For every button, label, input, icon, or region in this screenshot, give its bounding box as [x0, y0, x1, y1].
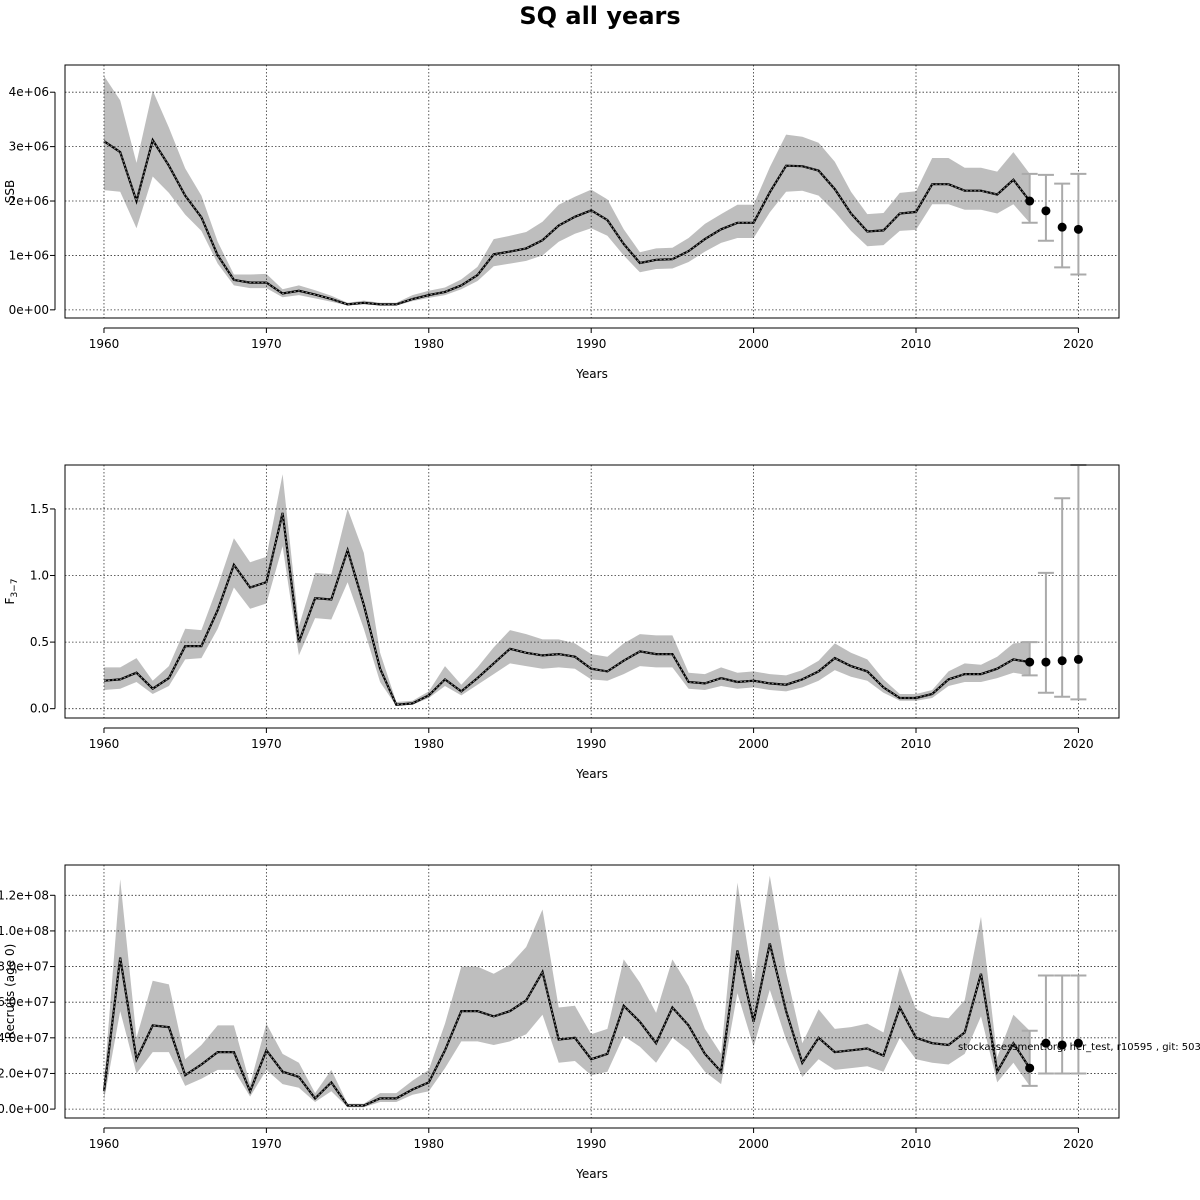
estimate-line-dotted	[103, 943, 1031, 1106]
x-tick-label: 1970	[251, 1137, 282, 1151]
y-tick-label: 1.0	[30, 569, 49, 583]
x-tick-label: 1970	[251, 737, 282, 751]
y-tick-label: 1e+06	[9, 248, 49, 262]
forecast-point	[1025, 196, 1035, 206]
x-axis-label: Years	[575, 767, 608, 781]
y-tick-label: 4.0e+07	[0, 1031, 49, 1045]
forecast-point	[1025, 1063, 1035, 1073]
estimate-line-dotted	[103, 138, 1031, 305]
x-tick-label: 1960	[89, 737, 120, 751]
x-tick-label: 1960	[89, 1137, 120, 1151]
forecast-point	[1057, 222, 1067, 232]
x-tick-label: 2010	[901, 737, 932, 751]
x-tick-label: 2000	[738, 1137, 769, 1151]
x-tick-label: 1970	[251, 337, 282, 351]
x-tick-label: 2020	[1063, 337, 1094, 351]
x-tick-label: 1990	[576, 1137, 607, 1151]
x-tick-label: 1980	[414, 1137, 445, 1151]
y-tick-label: 2.0e+07	[0, 1066, 49, 1080]
y-tick-label: 1.0e+08	[0, 924, 49, 938]
x-tick-label: 2000	[738, 737, 769, 751]
y-tick-label: 0.5	[30, 635, 49, 649]
panel-ssb: 1960 1970 1980 1990 2000 2010 2020 Years 0e+00 1e…	[3, 64, 1120, 381]
x-axis-label: Years	[575, 367, 608, 381]
y-axis-label: Recruits (age 0)	[3, 944, 17, 1040]
x-tick-label: 1980	[414, 337, 445, 351]
y-tick-label: 1.2e+08	[0, 888, 49, 902]
x-tick-label: 1990	[576, 737, 607, 751]
y-tick-label: 0.0e+00	[0, 1102, 49, 1116]
plot-frame	[64, 64, 1120, 319]
panel-fbar: 1960 1970 1980 1990 2000 2010 2020 Years 0.0 0.5 1…	[3, 464, 1120, 781]
y-tick-label: 4e+06	[9, 85, 49, 99]
panel-recruits: 1960 1970 1980 1990 2000 2010 2020 Years 0.0e+00…	[0, 864, 1120, 1181]
y-axis-label: F3−7	[3, 579, 20, 605]
y-tick-label: 2e+06	[9, 194, 49, 208]
confidence-band	[104, 474, 1030, 706]
y-tick-label: 3e+06	[9, 140, 49, 154]
forecast-point	[1041, 657, 1051, 667]
x-tick-label: 1980	[414, 737, 445, 751]
footnote: stockassessment.org, her_test, r10595 , …	[958, 1042, 1200, 1053]
forecast-point	[1073, 224, 1083, 234]
plot-frame	[64, 864, 1120, 1119]
x-tick-label: 1990	[576, 337, 607, 351]
y-tick-label: 1.5	[30, 502, 49, 516]
estimate-line	[103, 512, 1030, 706]
plot-frame	[64, 464, 1120, 719]
y-tick-label: 6.0e+07	[0, 995, 49, 1009]
forecast-point	[1073, 1038, 1083, 1048]
confidence-band	[104, 75, 1030, 306]
x-tick-label: 2000	[738, 337, 769, 351]
x-tick-label: 1960	[89, 337, 120, 351]
x-tick-label: 2010	[901, 337, 932, 351]
x-tick-label: 2010	[901, 1137, 932, 1151]
forecast-point	[1073, 654, 1083, 664]
forecast-point	[1041, 1038, 1051, 1048]
y-axis-label: SSB	[3, 180, 17, 203]
estimate-line-dotted	[103, 512, 1030, 706]
chart-title: SQ all years	[519, 2, 680, 30]
y-tick-label: 8.0e+07	[0, 960, 49, 974]
forecast-point	[1057, 1040, 1067, 1050]
forecast-point	[1041, 206, 1051, 216]
forecast-point	[1057, 656, 1067, 666]
x-axis-label: Years	[575, 1167, 608, 1181]
x-tick-label: 2020	[1063, 1137, 1094, 1151]
y-axis-label-subscript: 3−7	[10, 579, 20, 598]
x-tick-label: 2020	[1063, 737, 1094, 751]
y-tick-label: 0.0	[30, 702, 49, 716]
forecast-point	[1025, 657, 1035, 667]
y-tick-label: 0e+00	[9, 303, 49, 317]
